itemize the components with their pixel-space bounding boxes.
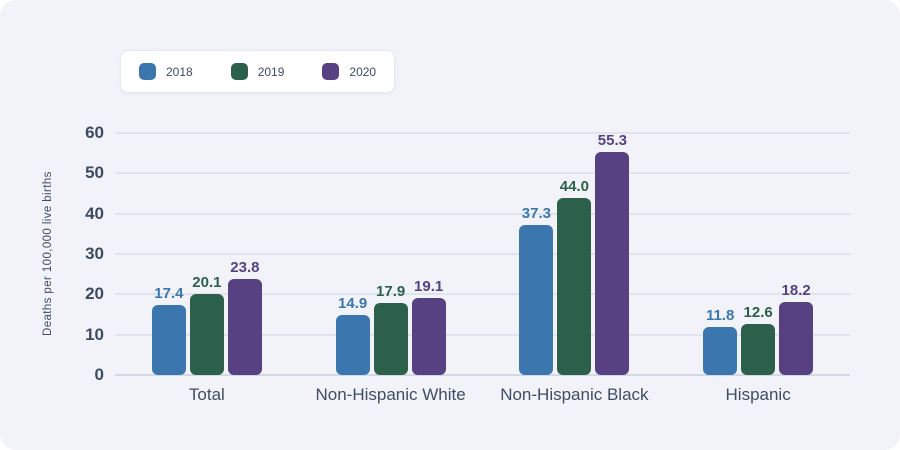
legend-item-2020[interactable]: 2020 xyxy=(322,63,376,80)
gridline xyxy=(115,333,850,336)
legend-swatch-icon xyxy=(139,63,156,80)
bar-column-non-hispanic-black-2020: 55.3 xyxy=(595,131,630,375)
bar-column-non-hispanic-white-2018: 14.9 xyxy=(335,294,370,375)
bar-total-2019[interactable] xyxy=(189,293,224,375)
legend-item-2018[interactable]: 2018 xyxy=(139,63,193,80)
x-axis-labels: Total Non-Hispanic White Non-Hispanic Blac… xyxy=(115,385,850,405)
bar-groups: 17.4 20.1 23.8 14.9 17.9 19.1 37.3 44.0 55.3 11.8… xyxy=(115,131,850,375)
x-category-label-total: Total xyxy=(188,385,225,404)
bar-non-hispanic-black-2020[interactable] xyxy=(595,151,630,375)
bar-total-2020[interactable] xyxy=(227,279,262,375)
bar-column-non-hispanic-black-2018: 37.3 xyxy=(519,204,554,375)
gridline xyxy=(115,212,850,215)
bar-column-non-hispanic-white-2020: 19.1 xyxy=(411,277,446,375)
x-category-label-non-hispanic-black: Non-Hispanic Black xyxy=(500,385,649,404)
legend-label: 2018 xyxy=(166,64,193,79)
bar-value-label: 14.9 xyxy=(338,294,368,312)
gridline xyxy=(115,253,850,255)
legend-label: 2020 xyxy=(349,64,377,79)
bar-non-hispanic-white-2018[interactable] xyxy=(335,314,370,375)
legend-item-2019[interactable]: 2019 xyxy=(230,63,285,80)
bar-column-hispanic-2018: 11.8 xyxy=(703,307,738,375)
legend-label: 2019 xyxy=(257,64,285,79)
bar-group-non-hispanic-black: 37.3 44.0 55.3 xyxy=(483,131,667,375)
bar-non-hispanic-black-2019[interactable] xyxy=(557,197,592,375)
y-tick-label: 40 xyxy=(85,203,104,223)
y-axis-ticks: 0 10 20 30 40 50 60 xyxy=(0,123,104,384)
bar-value-label: 44.0 xyxy=(559,177,589,195)
bar-value-label: 19.1 xyxy=(414,277,444,295)
bar-value-label: 17.9 xyxy=(376,282,406,300)
bar-group-total: 17.4 20.1 23.8 xyxy=(115,133,299,375)
bar-column-non-hispanic-black-2019: 44.0 xyxy=(557,177,592,375)
bar-non-hispanic-white-2019[interactable] xyxy=(373,302,408,375)
bar-group-hispanic: 11.8 12.6 18.2 xyxy=(666,133,850,375)
legend: 2018 2019 2020 xyxy=(120,50,396,93)
y-tick-label: 10 xyxy=(85,324,104,344)
bar-hispanic-2020[interactable] xyxy=(779,301,814,375)
bar-hispanic-2018[interactable] xyxy=(703,327,738,375)
bar-value-label: 23.8 xyxy=(230,259,260,277)
y-tick-label: 20 xyxy=(85,284,104,304)
bar-column-total-2019: 20.1 xyxy=(189,273,224,375)
y-tick-label: 0 xyxy=(94,365,104,384)
bar-value-label: 17.4 xyxy=(154,284,184,302)
bar-hispanic-2019[interactable] xyxy=(741,324,776,375)
bar-value-label: 37.3 xyxy=(521,204,551,222)
y-tick-label: 30 xyxy=(85,244,104,263)
bar-value-label: 11.8 xyxy=(705,307,735,325)
gridline xyxy=(115,132,850,134)
bar-column-non-hispanic-white-2019: 17.9 xyxy=(373,282,408,375)
bar-group-non-hispanic-white: 14.9 17.9 19.1 xyxy=(299,133,483,375)
bar-total-2018[interactable] xyxy=(151,304,186,375)
bar-column-hispanic-2019: 12.6 xyxy=(741,304,776,375)
gridline xyxy=(115,172,850,175)
bar-value-label: 12.6 xyxy=(743,304,773,322)
x-axis-line xyxy=(115,374,850,376)
bar-non-hispanic-black-2018[interactable] xyxy=(519,224,554,375)
y-tick-label: 60 xyxy=(85,123,104,142)
legend-swatch-icon xyxy=(230,63,248,80)
legend-swatch-icon xyxy=(322,63,340,80)
bar-column-total-2020: 23.8 xyxy=(227,259,262,375)
gridline xyxy=(115,293,850,296)
x-category-label-non-hispanic-white: Non-Hispanic White xyxy=(315,385,466,404)
plot-area: 17.4 20.1 23.8 14.9 17.9 19.1 37.3 44.0 55.3 11.8… xyxy=(115,131,850,376)
bar-value-label: 18.2 xyxy=(781,281,811,299)
bar-column-total-2018: 17.4 xyxy=(151,284,186,375)
bar-column-hispanic-2020: 18.2 xyxy=(779,281,814,375)
y-tick-label: 50 xyxy=(85,163,104,183)
bar-value-label: 20.1 xyxy=(192,273,222,291)
bar-non-hispanic-white-2020[interactable] xyxy=(411,297,446,375)
x-category-label-hispanic: Hispanic xyxy=(725,385,791,404)
bar-value-label: 55.3 xyxy=(597,131,627,149)
